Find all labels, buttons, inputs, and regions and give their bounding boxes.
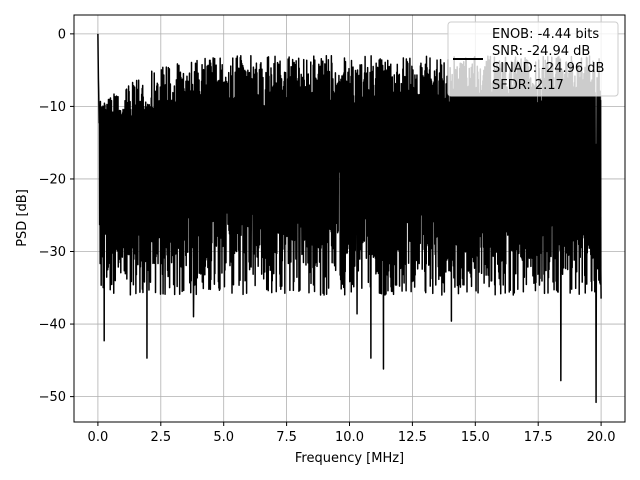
x-tick-label: 17.5	[524, 430, 553, 445]
y-axis-label: PSD [dB]	[15, 189, 30, 247]
x-tick-label: 2.5	[150, 430, 171, 445]
y-tick-label: −10	[39, 100, 66, 115]
legend-snr: SNR: -24.94 dB	[492, 44, 590, 59]
x-tick-label: 5.0	[213, 430, 234, 445]
y-tick-label: −30	[39, 245, 66, 260]
y-tick-label: 0	[58, 27, 66, 42]
x-tick-label: 12.5	[398, 430, 427, 445]
y-axis-ticks: 0 −10 −20 −30 −40 −50	[39, 27, 74, 405]
x-axis-ticks: 0.0 2.5 5.0 7.5 10.0 12.5 15.0 17.5 20.0	[88, 422, 616, 445]
legend-box	[447, 21, 619, 97]
legend: ENOB: -4.44 bits SNR: -24.94 dB SINAD: -…	[447, 21, 619, 97]
legend-enob: ENOB: -4.44 bits	[492, 27, 599, 42]
y-tick-label: −40	[39, 318, 66, 333]
legend-sfdr: SFDR: 2.17	[492, 78, 564, 93]
x-tick-label: 0.0	[88, 430, 109, 445]
series-psd	[97, 33, 602, 404]
x-tick-label: 15.0	[461, 430, 490, 445]
x-axis-label: Frequency [MHz]	[295, 451, 404, 466]
legend-sinad: SINAD: -24.96 dB	[492, 61, 604, 76]
y-tick-label: −20	[39, 172, 66, 187]
x-tick-label: 7.5	[276, 430, 297, 445]
x-tick-label: 10.0	[335, 430, 364, 445]
y-tick-label: −50	[39, 390, 66, 405]
x-tick-label: 20.0	[587, 430, 616, 445]
psd-line	[97, 33, 602, 404]
